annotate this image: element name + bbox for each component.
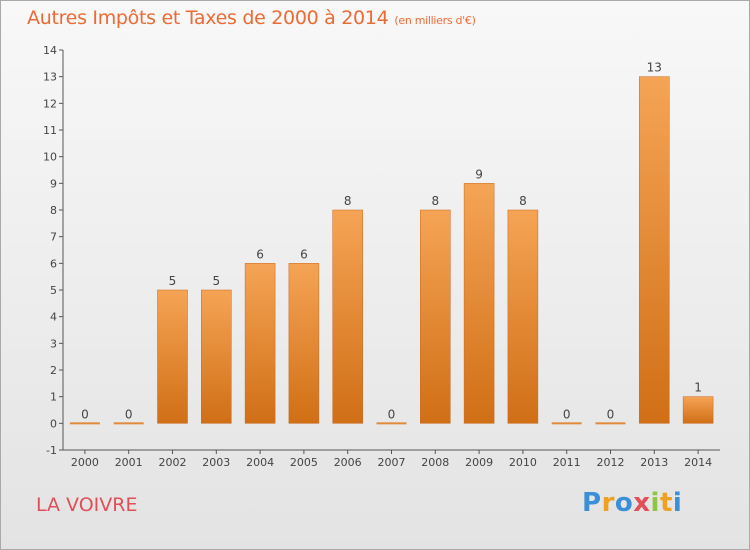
- logo-letter: i: [650, 488, 660, 518]
- x-tick-label: 2005: [290, 456, 318, 469]
- y-tick-label: 9: [50, 177, 57, 190]
- x-tick-label: 2000: [71, 456, 99, 469]
- x-tick-label: 2011: [553, 456, 581, 469]
- bar: [682, 396, 714, 424]
- chart-title-text: Autres Impôts et Taxes de 2000 à 2014: [27, 7, 389, 29]
- x-tick-label: 2013: [640, 456, 668, 469]
- data-label: 0: [388, 407, 396, 421]
- bar: [507, 209, 539, 424]
- x-tick-label: 2003: [202, 456, 230, 469]
- data-label: 5: [169, 274, 177, 288]
- y-tick-label: 5: [50, 284, 57, 297]
- x-tick-label: 2010: [509, 456, 537, 469]
- x-tick-label: 2009: [465, 456, 493, 469]
- y-tick-label: 6: [50, 257, 57, 270]
- logo-letter: i: [672, 488, 683, 518]
- data-label: 6: [300, 247, 308, 261]
- logo-letter: o: [614, 488, 634, 518]
- commune-name: LA VOIVRE: [36, 494, 138, 516]
- x-tick-label: 2006: [334, 456, 362, 469]
- bar: [595, 422, 626, 425]
- chart-title: Autres Impôts et Taxes de 2000 à 2014 (en…: [27, 7, 476, 29]
- label-layer: 2000 0 2001 0 2002 5 2003 5 2004 6 2005 6 2006 8 2007 0…: [71, 61, 712, 469]
- logo-letter: r: [601, 488, 615, 518]
- data-label: 13: [647, 61, 662, 75]
- y-tick-label: 2: [50, 364, 57, 377]
- logo-letter: t: [659, 488, 673, 518]
- y-tick-label: 4: [50, 311, 57, 324]
- x-tick-label: 2001: [115, 456, 143, 469]
- chart-subtitle: (en milliers d'€): [394, 14, 476, 27]
- bar: [376, 422, 407, 425]
- bar: [639, 76, 670, 424]
- data-label: 0: [125, 407, 133, 421]
- x-tick-label: 2004: [246, 456, 274, 469]
- logo-letter: P: [582, 488, 602, 518]
- y-tick-label: 1: [50, 391, 57, 404]
- x-tick-label: 2008: [421, 456, 449, 469]
- y-tick-label: 0: [50, 417, 57, 430]
- y-tick-label: -1: [46, 444, 57, 457]
- y-tick-label: 13: [43, 71, 57, 84]
- data-label: 0: [563, 407, 571, 421]
- y-tick-label: 8: [50, 204, 57, 217]
- data-label: 8: [344, 194, 352, 208]
- bar: [551, 422, 582, 425]
- bar: [288, 263, 320, 424]
- bar: [332, 209, 363, 424]
- y-tick-label: 7: [50, 231, 57, 244]
- data-label: 1: [694, 381, 702, 395]
- data-label: 8: [431, 194, 439, 208]
- bar: [244, 263, 276, 424]
- bar: [69, 422, 100, 425]
- x-tick-label: 2007: [378, 456, 406, 469]
- bar-layer: [69, 76, 714, 425]
- data-label: 5: [212, 274, 220, 288]
- y-tick-label: 10: [43, 151, 57, 164]
- y-tick-label: 12: [43, 97, 57, 110]
- x-tick-label: 2012: [597, 456, 625, 469]
- y-tick-label: 14: [43, 44, 57, 57]
- bar: [420, 209, 451, 424]
- proxiti-logo[interactable]: Proxiti: [582, 488, 682, 518]
- logo-letter: x: [633, 488, 651, 518]
- data-label: 8: [519, 194, 527, 208]
- x-tick-label: 2002: [159, 456, 187, 469]
- bar: [157, 289, 188, 424]
- data-label: 0: [607, 407, 615, 421]
- data-label: 9: [475, 167, 483, 181]
- bar: [201, 289, 232, 424]
- data-label: 6: [256, 247, 264, 261]
- data-label: 0: [81, 407, 89, 421]
- bar: [113, 422, 144, 425]
- y-tick-label: 11: [43, 124, 57, 137]
- x-tick-label: 2014: [684, 456, 712, 469]
- y-tick-label: 3: [50, 337, 57, 350]
- bar: [463, 183, 495, 424]
